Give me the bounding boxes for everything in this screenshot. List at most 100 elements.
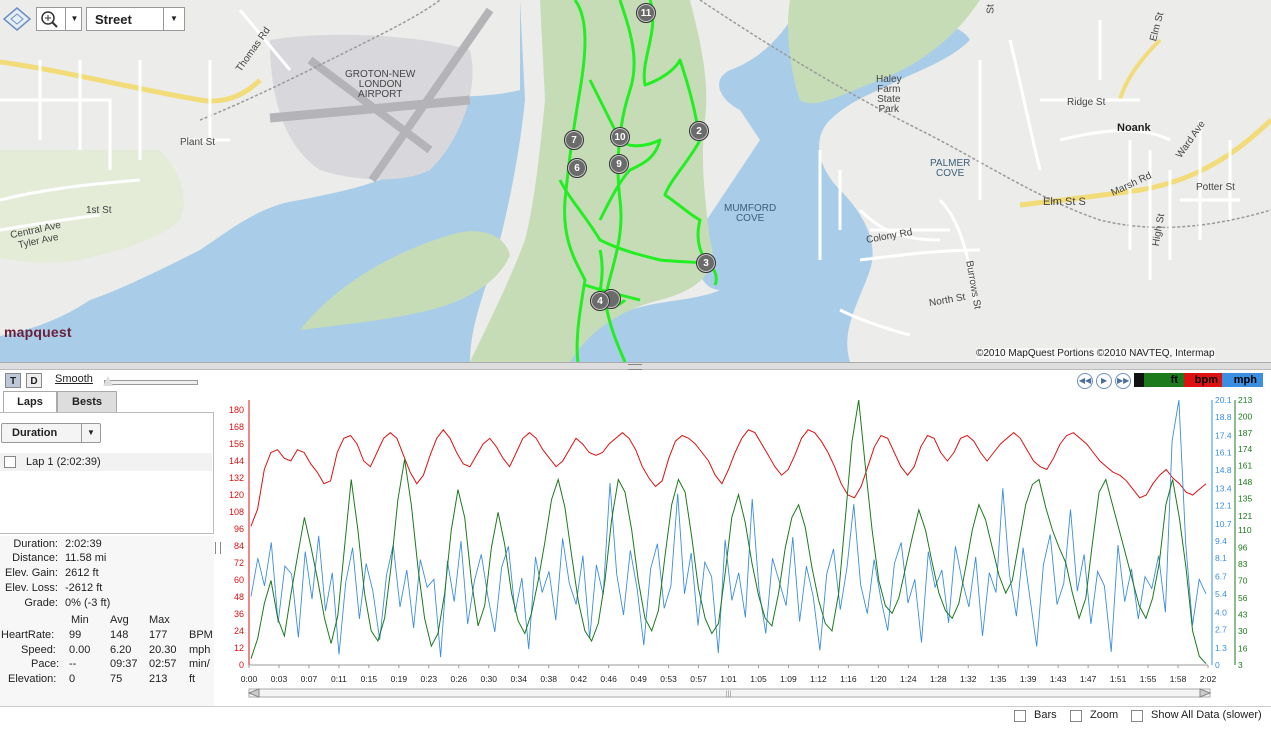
stat-key: Distance: (12, 552, 58, 564)
lap-marker-6[interactable]: 6 (567, 158, 587, 178)
potter-st-label: Potter St (1196, 182, 1235, 193)
hr-tick-label: 36 (234, 609, 244, 619)
speed-tick-label: 1.3 (1215, 643, 1227, 653)
splitter-handle[interactable] (0, 362, 1271, 370)
series-toggle-black[interactable] (1134, 373, 1144, 387)
scroll-grip-icon: ||| (726, 691, 732, 698)
speed-tick-label: 13.4 (1215, 483, 1232, 493)
duration-select[interactable]: Duration ▼ (1, 423, 101, 443)
speed-tick-label: 10.7 (1215, 519, 1232, 529)
zoom-checkbox[interactable] (1070, 710, 1082, 722)
x-tick-label: 1:39 (1020, 674, 1037, 684)
slider-thumb[interactable] (103, 376, 113, 386)
haley-line-1: Haley (876, 74, 902, 85)
speed-tick-label: 8.1 (1215, 553, 1227, 563)
stat-key: Duration: (13, 538, 58, 550)
playback-controls: ◀◀ ▶ ▶▶ (1077, 373, 1132, 389)
elevation-tick-label: 96 (1238, 543, 1248, 553)
haley-line-4: Park (878, 104, 900, 115)
x-tick-label: 1:35 (990, 674, 1007, 684)
hr-max: 177 (149, 629, 168, 641)
tab-bests[interactable]: Bests (57, 391, 117, 412)
airport-label: GROTON-NEW LONDON AIRPORT (345, 70, 415, 100)
lap-marker-2[interactable]: 2 (689, 121, 709, 141)
list-item[interactable]: Lap 1 (2:02:39) (0, 453, 212, 471)
map-view[interactable]: GROTON-NEW LONDON AIRPORT Thomas Rd Plan… (0, 0, 1271, 362)
zoom-dropdown-icon[interactable]: ▼ (65, 8, 83, 30)
lap-marker-3[interactable]: 3 (696, 253, 716, 273)
lap-marker-4[interactable]: 4 (590, 291, 610, 311)
x-tick-label: 0:30 (480, 674, 497, 684)
row-label-speed: Speed: (21, 644, 56, 656)
bars-checkbox[interactable] (1014, 710, 1026, 722)
x-tick-label: 1:16 (840, 674, 857, 684)
row-label-pace: Pace: (31, 658, 60, 670)
airport-label-line-1: GROTON-NEW (345, 69, 416, 80)
lap-marker-9[interactable]: 9 (609, 154, 629, 174)
hr-tick-label: 144 (229, 456, 244, 466)
panel-resize-grip-icon[interactable] (215, 542, 221, 554)
map-type-value: Street (95, 12, 132, 27)
hr-tick-label: 24 (234, 626, 244, 636)
hr-tick-label: 84 (234, 541, 244, 551)
x-tick-label: 1:01 (720, 674, 737, 684)
stat-row: Grade: 0% (-3 ft) (0, 597, 214, 610)
stat-key: Elev. Gain: (5, 567, 58, 579)
tab-laps[interactable]: Laps (3, 391, 57, 412)
zoom-control[interactable]: ▼ (36, 7, 82, 31)
haley-line-2: Farm (877, 84, 901, 95)
x-tick-label: 1:09 (780, 674, 797, 684)
view-toggle-t[interactable]: T (5, 373, 21, 388)
map-type-select[interactable]: Street ▼ (86, 7, 185, 31)
hr-min: 99 (69, 629, 82, 641)
series-toggle-bpm[interactable]: bpm (1184, 373, 1222, 387)
fast-forward-icon[interactable]: ▶▶ (1115, 373, 1132, 389)
lap-checkbox[interactable] (4, 456, 16, 468)
view-toggle-d[interactable]: D (26, 373, 42, 388)
stat-value: 2:02:39 (65, 538, 102, 550)
speed-tick-label: 0 (1215, 660, 1220, 670)
play-icon[interactable]: ▶ (1096, 373, 1113, 389)
scroll-left-handle-icon (247, 688, 260, 698)
elevation-tick-label: 135 (1238, 493, 1252, 503)
x-tick-label: 1:47 (1080, 674, 1097, 684)
pan-compass-icon (3, 7, 31, 31)
speed-tick-label: 17.4 (1215, 431, 1232, 441)
stat-row: Duration: 2:02:39 (0, 538, 214, 551)
pan-control[interactable] (3, 7, 33, 31)
top-st-label: St (985, 4, 997, 14)
speed-tick-label: 2.7 (1215, 624, 1227, 634)
x-tick-label: 1:05 (750, 674, 767, 684)
x-tick-label: 0:19 (391, 674, 408, 684)
speed-tick-label: 20.1 (1215, 395, 1232, 405)
stat-row: Elev. Loss: -2612 ft (0, 582, 214, 595)
col-header-min: Min (71, 614, 89, 626)
stat-value: -2612 ft (65, 582, 103, 594)
lap-marker-10[interactable]: 10 (610, 127, 630, 147)
lap-marker-11[interactable]: 11 (636, 3, 656, 23)
series-toggle-mph[interactable]: mph (1222, 373, 1263, 387)
airport-label-line-2: LONDON (358, 79, 402, 90)
stat-row: Elev. Gain: 2612 ft (0, 567, 214, 580)
first-st-label: 1st St (86, 205, 112, 216)
show-all-data-checkbox[interactable] (1131, 710, 1143, 722)
hr-tick-label: 132 (229, 473, 244, 483)
pace-avg: 09:37 (110, 658, 138, 670)
lap-marker-7[interactable]: 7 (564, 130, 584, 150)
pace-max: 02:57 (149, 658, 177, 670)
activity-chart[interactable]: 0 12 24 36 48 60 72 84 96 108 120 132 144 156 168 180 0 1… (218, 370, 1271, 706)
plant-st-label: Plant St (180, 137, 216, 148)
elevation-tick-label: 200 (1238, 411, 1252, 421)
x-tick-label: 0:07 (301, 674, 318, 684)
bars-label: Bars (1034, 709, 1057, 721)
palmer-line-1: PALMER (930, 158, 971, 169)
x-tick-label: 0:23 (421, 674, 438, 684)
series-toggle-ft[interactable]: ft (1144, 373, 1184, 387)
stat-value: 0% (-3 ft) (65, 597, 111, 609)
pace-unit: min/ (189, 658, 210, 670)
x-tick-label: 1:43 (1050, 674, 1067, 684)
rewind-icon[interactable]: ◀◀ (1077, 373, 1093, 389)
hr-tick-label: 60 (234, 575, 244, 585)
smooth-slider[interactable] (103, 376, 198, 386)
x-tick-label: 1:58 (1170, 674, 1187, 684)
